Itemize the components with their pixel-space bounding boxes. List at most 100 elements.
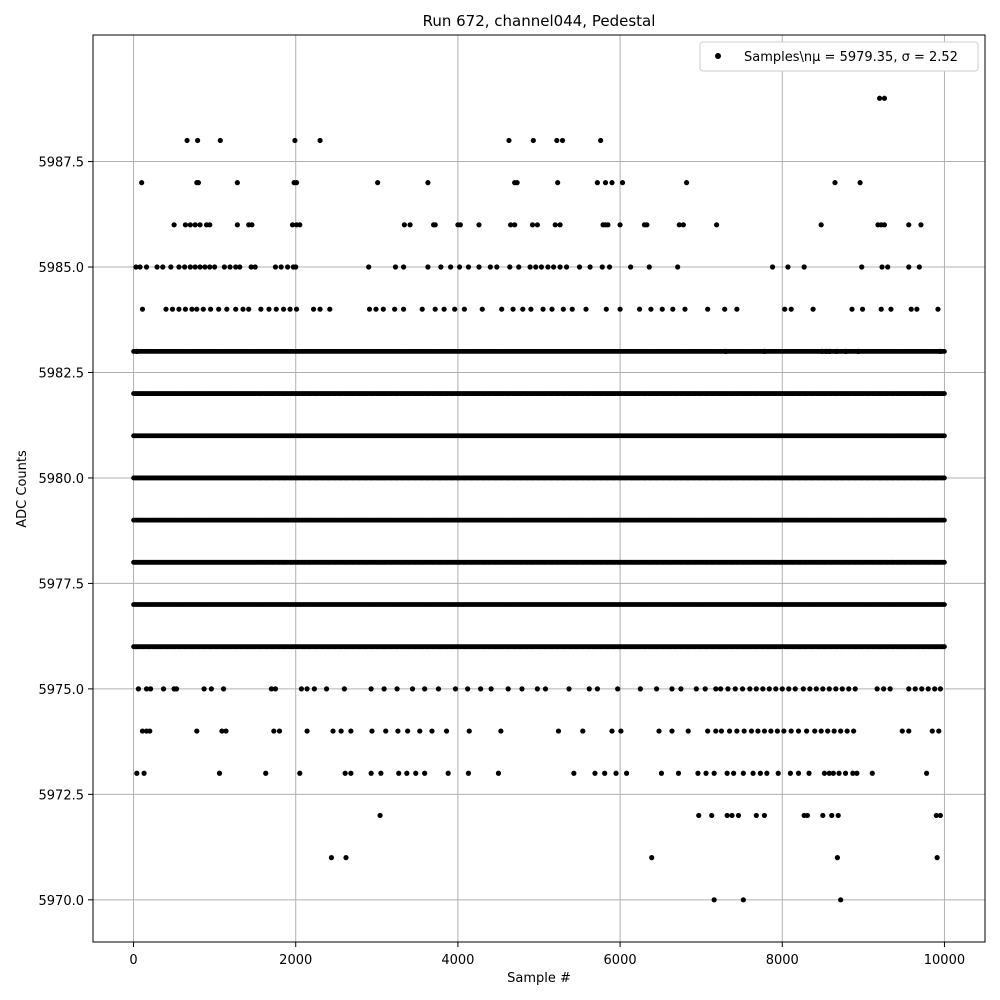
data-point [753,812,759,819]
chart-title: Run 672, channel044, Pedestal [423,12,656,30]
data-point [711,897,717,903]
data-point [788,306,794,312]
data-point [401,222,407,228]
data-point [844,728,850,734]
data-point [881,686,887,692]
data-point [785,264,791,270]
data-point [818,222,824,228]
data-point [766,686,772,692]
data-point [869,770,875,776]
data-point [272,264,279,270]
data-point [435,686,442,692]
data-point [392,264,399,270]
data-point [566,686,572,692]
data-point [317,306,323,312]
data-point [775,770,781,776]
data-point [404,770,410,776]
data-point [538,264,545,270]
data-point [207,264,213,270]
data-point [774,728,781,734]
data-point [876,95,883,101]
data-point [252,264,258,270]
data-point [197,264,203,270]
data-point [549,306,555,312]
data-point [826,686,832,692]
data-point [189,306,195,312]
data-point [207,306,214,312]
data-point [713,728,719,734]
data-point [407,222,413,228]
data-point [833,686,839,692]
data-point [734,728,740,734]
data-point [540,306,546,312]
data-point [139,180,145,186]
data-point [135,686,142,692]
data-point [887,686,893,692]
data-point [713,686,719,692]
data-point [729,812,735,819]
data-point [192,222,198,228]
data-point [800,686,806,692]
data-point [678,686,684,692]
data-point [557,264,563,270]
x-tick-label: 6000 [604,953,637,968]
data-point [935,306,941,312]
data-point [648,306,654,312]
data-point [237,264,243,270]
data-point [838,728,844,734]
data-point [726,728,733,734]
data-point [425,180,431,186]
data-point [182,306,189,312]
data-point [702,686,708,692]
data-point [534,222,540,228]
data-point [233,264,239,270]
data-point [709,812,715,819]
data-point [821,770,828,776]
data-point [510,306,516,312]
data-point [377,812,383,819]
data-point [133,264,139,270]
data-point [834,855,841,861]
data-point [885,264,891,270]
data-points [131,95,947,903]
data-point [441,306,447,312]
data-point [348,728,354,734]
data-point [369,728,375,734]
data-point [448,264,454,270]
data-point [425,264,431,270]
data-point [594,180,600,186]
data-point [919,686,925,692]
data-point [659,306,665,312]
data-point [854,770,860,776]
data-point [576,264,583,270]
data-point [812,728,818,734]
data-point [810,306,816,312]
data-point [731,770,737,776]
data-point [272,686,279,692]
data-point [773,686,779,692]
data-point [637,686,643,692]
data-point [495,770,502,776]
data-point [445,770,451,776]
data-point [512,222,518,228]
data-point [201,686,207,692]
data-point [851,728,857,734]
data-point [476,264,482,270]
data-point [636,306,643,312]
data-point [933,812,939,819]
y-tick-label: 5985.0 [39,261,85,276]
data-point [820,812,826,819]
data-point [343,855,349,861]
data-point [293,306,300,312]
data-point [563,264,570,270]
data-point [143,686,150,692]
data-point [739,686,746,692]
data-point [168,264,174,270]
data-point [268,686,274,692]
data-point [212,264,218,270]
data-point [207,222,213,228]
data-point [874,686,880,692]
data-point [395,728,401,734]
data-point [603,306,609,312]
data-point [192,264,198,270]
